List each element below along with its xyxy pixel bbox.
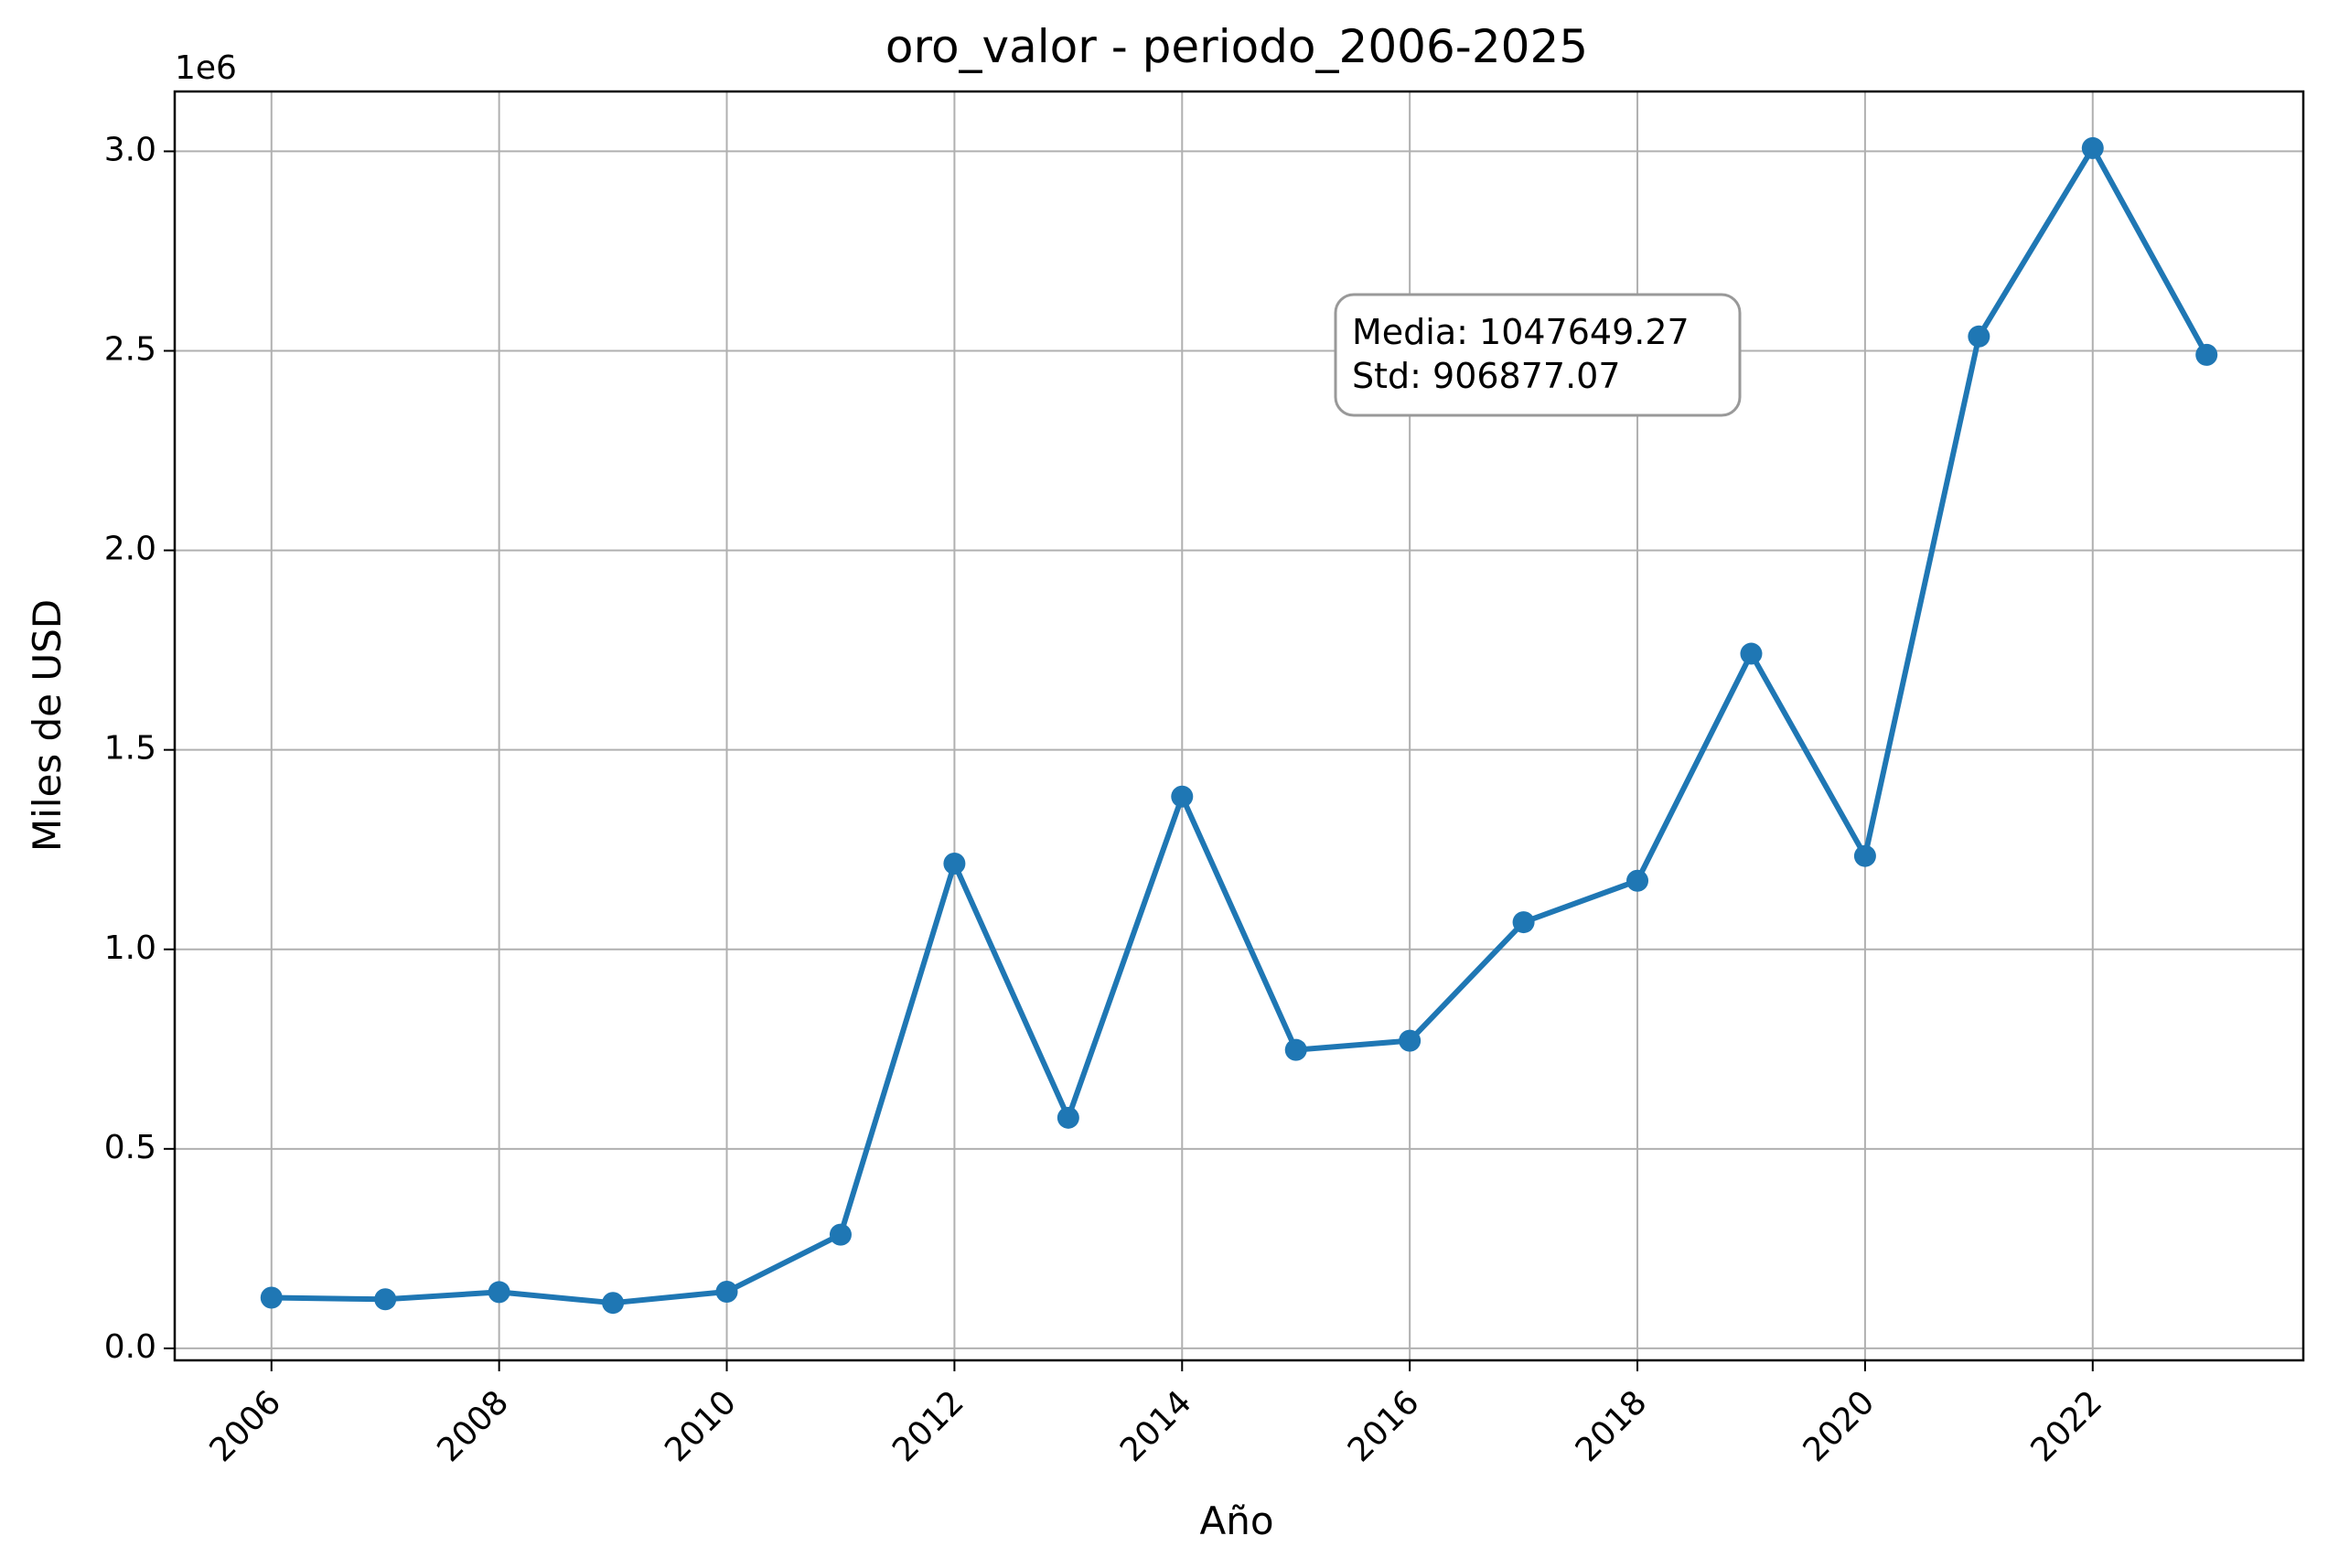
data-point [1626, 869, 1649, 892]
data-point [829, 1223, 852, 1246]
series-line [271, 145, 2209, 1306]
data-point [602, 1292, 625, 1315]
data-point [2081, 136, 2104, 159]
axes-frame [173, 90, 2305, 1362]
data-point [1512, 911, 1535, 934]
y-tick-label: 1.5 [104, 730, 156, 768]
y-tick-label: 0.5 [104, 1129, 156, 1166]
y-tick-label: 3.0 [104, 131, 156, 168]
series-layer [260, 136, 2218, 1315]
y-axis-label: Miles de USD [25, 599, 70, 852]
data-point [1968, 325, 1990, 348]
data-point [2195, 343, 2218, 366]
data-point [1171, 785, 1194, 808]
y-tick-label: 2.5 [104, 331, 156, 369]
data-point [374, 1288, 397, 1311]
data-point [260, 1286, 283, 1309]
y-tick-label: 2.0 [104, 531, 156, 568]
y-tick-label: 1.0 [104, 929, 156, 967]
data-point [1853, 844, 1876, 867]
data-point [715, 1280, 738, 1303]
data-point [943, 852, 966, 875]
data-point [1399, 1029, 1421, 1052]
data-point [1740, 642, 1763, 665]
data-point [488, 1281, 510, 1304]
x-axis-label: Año [1199, 1498, 1273, 1543]
chart-title: oro_valor - periodo_2006-2025 [885, 20, 1588, 73]
data-point [1057, 1106, 1079, 1129]
y-tick-label: 0.0 [104, 1328, 156, 1366]
data-point [1284, 1038, 1307, 1061]
stats-annotation-std: Std: 906877.07 [1352, 356, 1621, 396]
stats-annotation-box [1334, 293, 1742, 417]
stats-annotation: Media: 1047649.27 Std: 906877.07 [1334, 293, 1742, 417]
stats-annotation-mean: Media: 1047649.27 [1352, 312, 1690, 352]
y-offset-label: 1e6 [175, 49, 237, 87]
